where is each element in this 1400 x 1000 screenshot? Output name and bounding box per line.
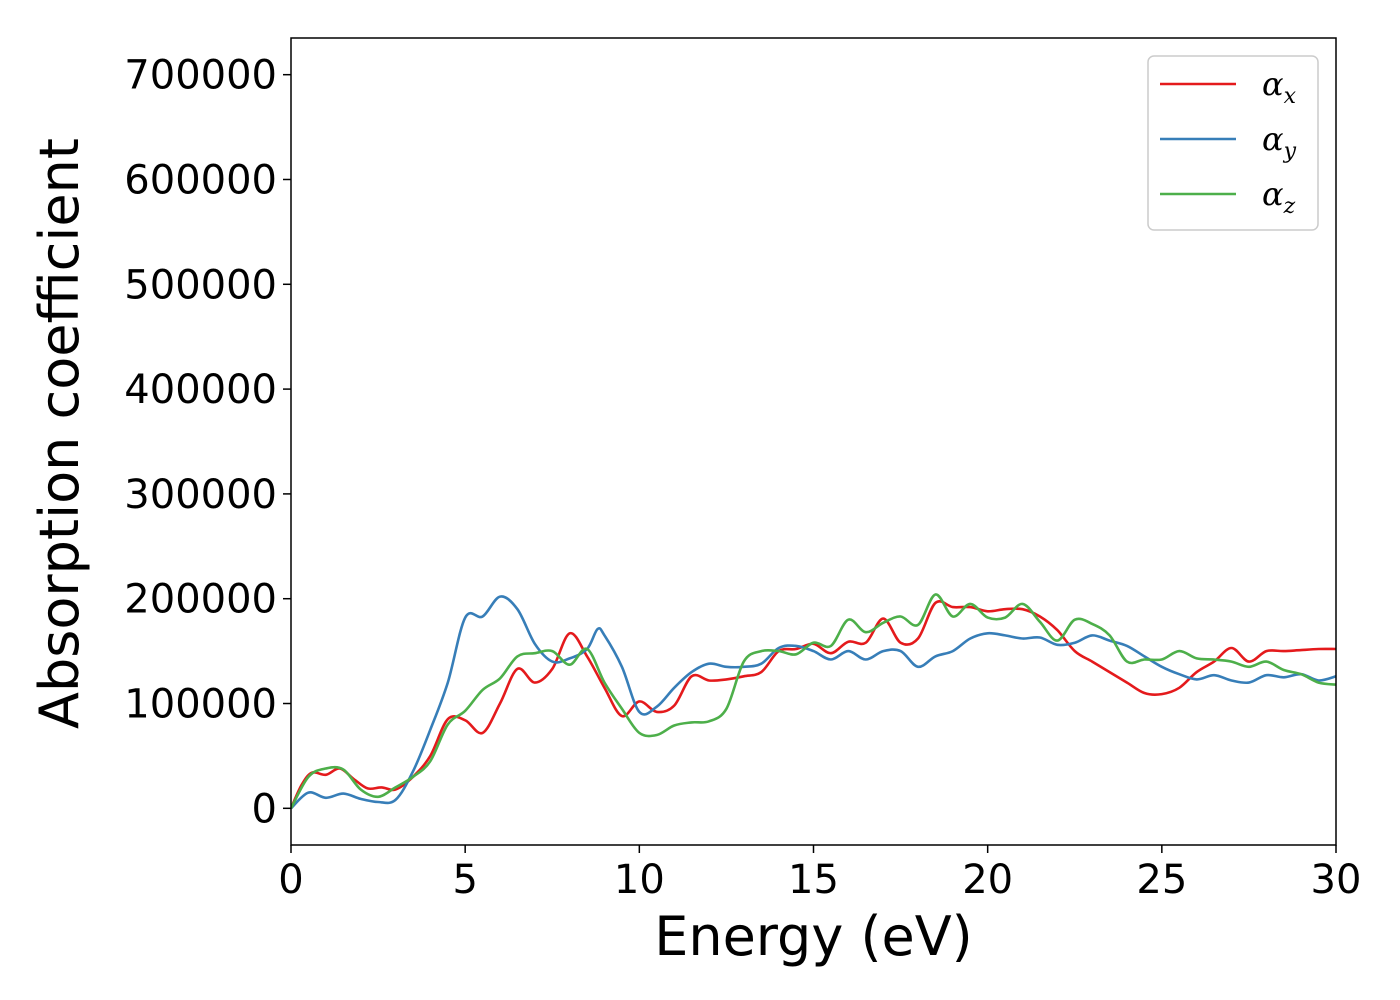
legend-subscript: y [1283, 139, 1297, 164]
series-line-y [291, 595, 1336, 810]
y-axis-label: Absorption coefficient [28, 138, 91, 729]
y-tick-label: 200000 [124, 577, 277, 623]
legend-symbol: α [1262, 120, 1284, 158]
x-tick-label: 25 [1136, 857, 1187, 903]
legend-symbol: α [1262, 175, 1284, 213]
legend-symbol: α [1262, 65, 1284, 103]
y-axis: 0 100000 200000 300000 400000 500000 600000 700… [124, 53, 291, 832]
x-tick-label: 30 [1311, 857, 1362, 903]
legend-label: αx [1262, 65, 1297, 109]
legend-box [1147, 55, 1319, 231]
x-tick-label: 10 [614, 857, 665, 903]
x-tick-label: 5 [452, 857, 477, 903]
series-layer [291, 593, 1336, 810]
legend-subscript: z [1283, 194, 1296, 219]
legend-item-z: αz [1160, 175, 1296, 219]
y-tick-label: 600000 [124, 157, 277, 203]
y-tick-label: 0 [252, 786, 277, 832]
x-tick-label: 0 [278, 857, 303, 903]
x-axis: 0 5 10 15 20 25 30 [278, 845, 1361, 903]
legend-item-y: αy [1160, 120, 1297, 164]
y-tick-label: 700000 [124, 53, 277, 99]
x-axis-label: Energy (eV) [654, 905, 973, 968]
legend-subscript: x [1284, 84, 1297, 109]
y-tick-label: 100000 [124, 682, 277, 728]
series-line-x [291, 599, 1336, 809]
x-tick-label: 15 [788, 857, 839, 903]
legend-label: αz [1262, 175, 1296, 219]
y-tick-label: 500000 [124, 262, 277, 308]
y-tick-label: 400000 [124, 367, 277, 413]
series-line-z [291, 593, 1336, 809]
legend-label: αy [1262, 120, 1297, 164]
x-tick-label: 20 [962, 857, 1013, 903]
legend-item-x: αx [1160, 65, 1297, 109]
y-tick-label: 300000 [124, 472, 277, 518]
